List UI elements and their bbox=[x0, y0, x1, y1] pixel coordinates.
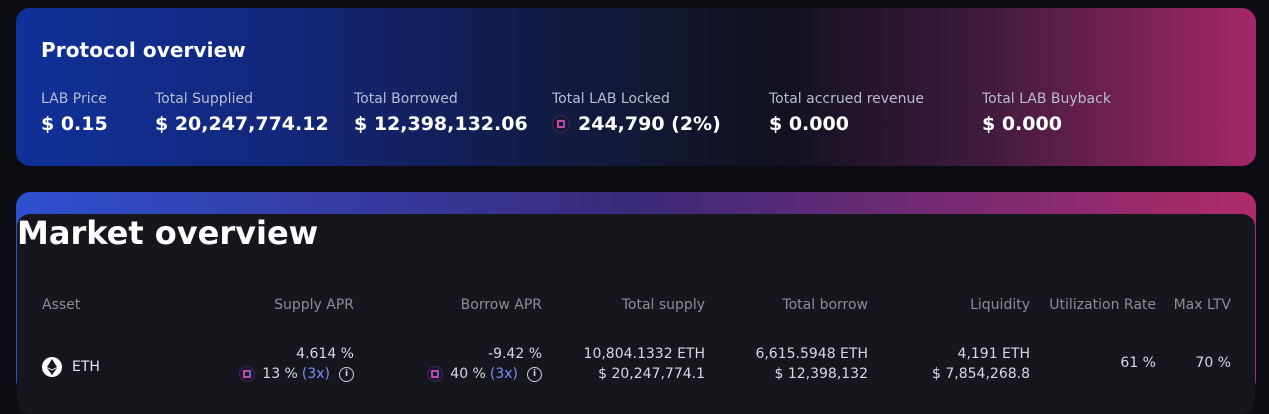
borrow-boost-multiplier: (3x) bbox=[489, 366, 518, 383]
eth-icon bbox=[42, 357, 62, 378]
stat-lab-price: LAB Price $ 0.15 bbox=[41, 91, 108, 135]
market-overview-title: Market overview bbox=[17, 214, 319, 253]
liquidity-token: 4,191 ETH bbox=[957, 346, 1030, 363]
column-header-borrow-apr: Borrow APR bbox=[460, 297, 542, 314]
borrow-apr-value: -9.42 % bbox=[488, 346, 542, 363]
stat-value: $ 0.000 bbox=[769, 113, 849, 135]
borrow-apr-cell: -9.42 % 40 % (3x) i bbox=[427, 344, 542, 386]
market-overview-card: Market overview Asset Supply APR Borrow … bbox=[16, 192, 1256, 414]
stat-value: $ 20,247,774.12 bbox=[155, 113, 329, 135]
stat-value: 244,790 (2%) bbox=[578, 113, 721, 135]
total-supply-cell: 10,804.1332 ETH $ 20,247,774.1 bbox=[584, 344, 705, 384]
total-borrow-cell: 6,615.5948 ETH $ 12,398,132 bbox=[755, 344, 868, 384]
supply-apr-value: 4.614 % bbox=[296, 346, 354, 363]
column-header-supply-apr: Supply APR bbox=[274, 297, 354, 314]
supply-boost-multiplier: (3x) bbox=[301, 366, 330, 383]
column-header-utilization-rate: Utilization Rate bbox=[1049, 297, 1156, 314]
stat-total-lab-locked: Total LAB Locked 244,790 (2%) bbox=[552, 91, 721, 135]
stat-value: $ 0.000 bbox=[982, 113, 1062, 135]
borrow-boost: 40 % (3x) i bbox=[427, 364, 542, 384]
liquidity-usd: $ 7,854,268.8 bbox=[932, 366, 1030, 383]
total-borrow-token: 6,615.5948 ETH bbox=[755, 346, 868, 363]
lab-token-icon bbox=[239, 366, 256, 383]
supply-apr-cell: 4.614 % 13 % (3x) i bbox=[239, 344, 354, 386]
stat-value: $ 12,398,132.06 bbox=[354, 113, 528, 135]
utilization-rate-value: 61 % bbox=[1120, 355, 1156, 372]
stat-label: LAB Price bbox=[41, 91, 107, 107]
liquidity-cell: 4,191 ETH $ 7,854,268.8 bbox=[932, 344, 1030, 384]
asset-name: ETH bbox=[72, 359, 100, 376]
stat-label: Total Supplied bbox=[155, 91, 253, 107]
supply-boost-value: 13 % bbox=[262, 366, 298, 383]
asset-cell: ETH bbox=[42, 357, 100, 378]
max-ltv-value: 70 % bbox=[1195, 355, 1231, 372]
total-supply-usd: $ 20,247,774.1 bbox=[598, 366, 705, 383]
lab-token-icon bbox=[427, 366, 444, 383]
column-header-total-supply: Total supply bbox=[621, 297, 705, 314]
total-borrow-usd: $ 12,398,132 bbox=[774, 366, 868, 383]
borrow-boost-value: 40 % bbox=[450, 366, 486, 383]
protocol-overview-card: Protocol overview LAB Price $ 0.15 Total… bbox=[16, 8, 1256, 166]
protocol-overview-title: Protocol overview bbox=[41, 38, 246, 62]
stat-total-borrowed: Total Borrowed $ 12,398,132.06 bbox=[354, 91, 528, 135]
column-header-total-borrow: Total borrow bbox=[782, 297, 868, 314]
stat-total-accrued-revenue: Total accrued revenue $ 0.000 bbox=[769, 91, 924, 135]
lab-token-icon bbox=[552, 115, 570, 133]
info-icon[interactable]: i bbox=[339, 366, 354, 382]
column-header-max-ltv: Max LTV bbox=[1173, 297, 1231, 314]
stat-label: Total LAB Locked bbox=[552, 91, 670, 107]
stat-value-row: 244,790 (2%) bbox=[552, 113, 721, 135]
info-icon[interactable]: i bbox=[527, 366, 542, 382]
market-overview-body: Market overview Asset Supply APR Borrow … bbox=[17, 214, 1255, 414]
stat-value: $ 0.15 bbox=[41, 113, 108, 135]
column-header-asset: Asset bbox=[42, 297, 81, 314]
column-header-liquidity: Liquidity bbox=[970, 297, 1030, 314]
total-supply-token: 10,804.1332 ETH bbox=[583, 346, 705, 363]
stat-label: Total accrued revenue bbox=[769, 91, 925, 107]
supply-boost: 13 % (3x) i bbox=[239, 364, 354, 384]
stat-label: Total Borrowed bbox=[354, 91, 458, 107]
stat-label: Total LAB Buyback bbox=[982, 91, 1111, 107]
stat-total-lab-buyback: Total LAB Buyback $ 0.000 bbox=[982, 91, 1111, 135]
stat-total-supplied: Total Supplied $ 20,247,774.12 bbox=[155, 91, 329, 135]
